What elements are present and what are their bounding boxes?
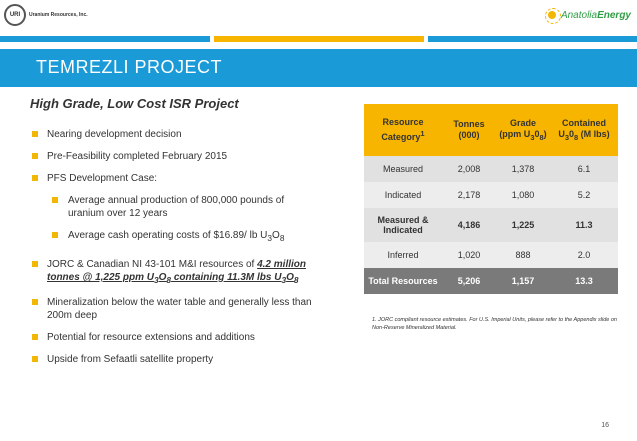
header-contained: Contained U308 (M lbs)	[550, 104, 618, 156]
header-band-blue-left	[0, 36, 210, 42]
title-bar	[0, 49, 637, 87]
table-row-total: Total Resources 5,206 1,157 13.3	[364, 268, 618, 294]
header-band-gold	[214, 36, 424, 42]
bullet-list: Nearing development decision Pre-Feasibi…	[32, 128, 322, 366]
slide-title: TEMREZLI PROJECT	[36, 57, 223, 77]
header-resource-category: Resource Category1	[364, 104, 442, 156]
cell-grade: 1,157	[496, 268, 550, 294]
bullet-item: Potential for resource extensions and ad…	[32, 331, 322, 344]
cell-tonnes: 5,206	[442, 268, 496, 294]
bullet-item: Nearing development decision	[32, 128, 322, 141]
table-footnote: 1. JORC compliant resource estimates. Fo…	[372, 317, 617, 331]
cell-tonnes: 1,020	[442, 242, 496, 268]
bullet-item: JORC & Canadian NI 43-101 M&I resources …	[32, 258, 322, 287]
uri-logo-mark: URI	[4, 4, 26, 26]
header-band-blue-right	[428, 36, 637, 42]
cell-grade: 1,378	[496, 156, 550, 182]
cell-category: Measured & Indicated	[364, 208, 442, 242]
cell-grade: 1,225	[496, 208, 550, 242]
sun-icon	[544, 8, 561, 24]
cell-tonnes: 4,186	[442, 208, 496, 242]
sub-bullet-item: Average cash operating costs of $16.89/ …	[32, 229, 322, 245]
cell-contained: 5.2	[550, 182, 618, 208]
bullet-item: Pre-Feasibility completed February 2015	[32, 150, 322, 163]
cell-category: Measured	[364, 156, 442, 182]
sub-bullet-item: Average annual production of 800,000 pou…	[32, 194, 322, 220]
cell-category: Indicated	[364, 182, 442, 208]
header-tonnes: Tonnes (000)	[442, 104, 496, 156]
cell-contained: 2.0	[550, 242, 618, 268]
bullet-item: PFS Development Case:	[32, 172, 322, 185]
resource-table: Resource Category1 Tonnes (000) Grade (p…	[364, 104, 618, 294]
table-row: Inferred 1,020 888 2.0	[364, 242, 618, 268]
table-row: Measured 2,008 1,378 6.1	[364, 156, 618, 182]
cell-grade: 1,080	[496, 182, 550, 208]
slide-subheading: High Grade, Low Cost ISR Project	[30, 96, 239, 111]
uri-logo-name: Uranium Resources, Inc.	[29, 12, 88, 18]
cell-grade: 888	[496, 242, 550, 268]
cell-tonnes: 2,178	[442, 182, 496, 208]
header-grade: Grade (ppm U308)	[496, 104, 550, 156]
cell-contained: 11.3	[550, 208, 618, 242]
cell-category: Inferred	[364, 242, 442, 268]
bullet-item: Upside from Sefaatli satellite property	[32, 353, 322, 366]
cell-tonnes: 2,008	[442, 156, 496, 182]
anatolia-logo-text: AnatoliaEnergy	[560, 9, 631, 21]
cell-contained: 13.3	[550, 268, 618, 294]
anatolia-energy-logo: AnatoliaEnergy	[544, 8, 631, 24]
bullet-item: Mineralization below the water table and…	[32, 296, 322, 322]
uri-logo: URI Uranium Resources, Inc.	[4, 4, 88, 26]
table-row: Indicated 2,178 1,080 5.2	[364, 182, 618, 208]
page-number: 16	[601, 422, 609, 429]
table-row: Measured & Indicated 4,186 1,225 11.3	[364, 208, 618, 242]
cell-contained: 6.1	[550, 156, 618, 182]
cell-category: Total Resources	[364, 268, 442, 294]
